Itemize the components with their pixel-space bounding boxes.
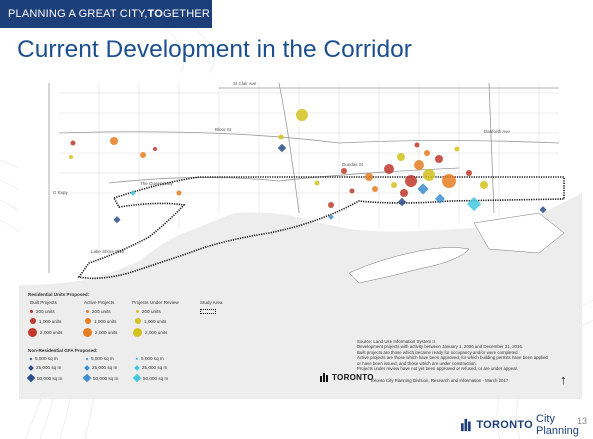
port-lands — [473, 212, 565, 254]
banner-prefix: PLANNING A GREAT CITY, — [8, 8, 148, 20]
source-line: Source: Land Use Information System II — [357, 339, 435, 344]
corridor-map: St Clair Ave Bloor St Danforth Ave The Q… — [19, 73, 582, 399]
legend-review-1000: 1,000 units — [135, 318, 166, 324]
label-dundas: Dundas St — [342, 162, 364, 167]
label-lake-shore: Lake Shore Blvd — [91, 249, 125, 254]
map-legend: Residential Units Proposed: Built Projec… — [26, 292, 238, 392]
marker-nonres-built — [113, 216, 121, 224]
marker-built — [341, 168, 347, 174]
legend-nonres-review-25000: 25,000 sq m — [134, 364, 167, 371]
north-arrow-icon: ↑ — [560, 372, 567, 387]
study-area-outline — [77, 176, 565, 280]
source-line: Active projects are those which have bee… — [357, 355, 548, 361]
legend-nonres-active-25000: 25,000 sq m — [84, 364, 117, 371]
marker-review — [480, 181, 488, 189]
page-title: Current Development in the Corridor — [17, 36, 412, 63]
toronto-wordmark-small: TORONTO — [332, 373, 374, 382]
footer-logo: TORONTO City Planning — [461, 413, 593, 437]
legend-nonres-heading: Non-Residential GFA Proposed: — [28, 348, 98, 353]
legend-active-2000: 2,000 units — [83, 328, 117, 337]
legend-active-1000: 1,000 units — [85, 318, 116, 324]
marker-review — [423, 169, 435, 181]
legend-col-review: Projects Under Review — [132, 300, 179, 305]
label-bloor: Bloor St — [215, 127, 232, 132]
marker-nonres-built — [277, 143, 287, 153]
marker-built — [405, 175, 417, 187]
marker-built — [435, 155, 443, 163]
marker-active — [414, 160, 424, 170]
source-notes: Source: Land Use Information System II D… — [357, 339, 569, 371]
legend-built-1000: 1,000 units — [30, 318, 61, 324]
legend-nonres-built-25000: 25,000 sq m — [28, 364, 61, 371]
marker-active — [140, 152, 146, 158]
footer-toronto: TORONTO — [476, 419, 534, 431]
marker-built — [70, 140, 76, 146]
legend-study-area-symbol — [200, 309, 216, 314]
marker-nonres-built — [539, 206, 547, 214]
toronto-logo-small: TORONTO — [320, 373, 374, 382]
legend-built-200: 200 units — [30, 309, 55, 314]
legend-nonres-review-5000: 5,000 sq m — [135, 356, 164, 361]
marker-active — [176, 190, 182, 196]
marker-review — [314, 180, 320, 186]
marker-built — [414, 142, 420, 148]
banner-bold: TO — [147, 8, 163, 20]
label-danforth: Danforth Ave — [484, 129, 510, 134]
marker-active — [372, 186, 378, 192]
legend-review-2000: 2,000 units — [133, 328, 167, 337]
marker-built — [153, 147, 157, 151]
marker-review — [454, 146, 460, 152]
marker-active — [110, 137, 118, 145]
toronto-logo-icon — [320, 373, 328, 382]
legend-review-200: 200 units — [136, 309, 161, 314]
marker-review — [397, 153, 405, 161]
legend-active-200: 200 units — [86, 309, 111, 314]
banner-suffix: GETHER — [162, 8, 211, 20]
source-line: Built projects are those which became re… — [357, 349, 519, 355]
legend-nonres-review-50000: 50,000 sq m — [132, 373, 168, 383]
marker-built — [400, 189, 408, 197]
legend-col-active: Active Projects — [84, 300, 115, 305]
marker-built — [384, 164, 394, 174]
major-roads — [48, 82, 560, 273]
marker-review — [278, 134, 284, 140]
lake-ontario — [19, 193, 582, 399]
legend-nonres-built-5000: 5,000 sq m — [29, 356, 58, 361]
marker-active — [365, 173, 373, 181]
top-banner: PLANNING A GREAT CITY, TO GETHER — [0, 0, 212, 28]
map-credit: Toronto City Planning Division, Research… — [370, 378, 509, 383]
marker-review — [391, 182, 397, 188]
marker-active — [424, 150, 430, 156]
marker-built — [328, 202, 334, 208]
marker-nonres-active — [435, 193, 445, 204]
marker-active — [442, 174, 456, 188]
label-st-clair: St Clair Ave — [233, 81, 257, 86]
residential-project-markers — [69, 109, 488, 208]
page-number: 13 — [577, 416, 588, 426]
legend-built-2000: 2,000 units — [28, 328, 62, 337]
toronto-logo-icon — [461, 418, 471, 432]
marker-nonres-active — [328, 214, 334, 220]
source-line: Development projects with activity betwe… — [357, 344, 524, 350]
marker-nonres-built — [397, 197, 407, 207]
marker-built — [349, 188, 355, 194]
legend-nonres-active-50000: 50,000 sq m — [82, 373, 118, 383]
marker-review — [296, 109, 308, 121]
legend-col-built: Built Projects — [30, 300, 57, 305]
marker-nonres-review — [466, 196, 482, 212]
label-gardiner: G Expy — [53, 190, 69, 195]
marker-nonres-review — [130, 190, 136, 196]
source-line: or have been issued, and those which are… — [357, 360, 477, 366]
footer-city-planning: City Planning — [536, 413, 579, 437]
legend-residential-heading: Residential Units Proposed: — [28, 292, 90, 297]
source-line: Projects under review have not yet been … — [357, 366, 518, 372]
marker-review — [69, 155, 73, 159]
legend-col-study-area: Study Area — [200, 300, 223, 305]
marker-built — [466, 170, 472, 176]
label-queensway: The Queensway — [140, 181, 174, 186]
legend-nonres-active-5000: 5,000 sq m — [85, 356, 114, 361]
legend-nonres-built-50000: 50,000 sq m — [26, 373, 62, 383]
toronto-islands — [348, 247, 470, 284]
